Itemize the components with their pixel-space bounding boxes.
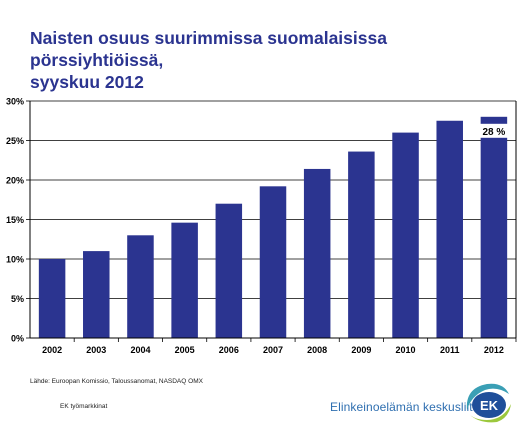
brand-name: Elinkeinoelämän keskusliitto (330, 400, 483, 414)
bar-2002 (38, 259, 66, 338)
annotation-box (479, 123, 509, 138)
x-tick-label: 2011 (440, 345, 460, 355)
chart-title-line-2: syyskuu 2012 (30, 72, 144, 92)
bar-2004 (127, 235, 154, 338)
bar-2003 (83, 251, 110, 338)
x-tick-label: 2012 (484, 345, 504, 355)
x-tick-label: 2003 (86, 345, 106, 355)
y-axis: 0% 5% 10% 15% 20% 25% 30% (6, 97, 517, 344)
y-tick-label: 5% (11, 294, 24, 304)
x-tick-label: 2010 (396, 345, 416, 355)
x-tick-label: 2004 (130, 345, 150, 355)
chart-title: Naisten osuus suurimmissa suomalaisissa … (30, 27, 510, 93)
x-axis: 2002 2003 2004 2005 2006 2007 2008 2009 2010 2011… (30, 337, 517, 355)
x-tick-label: 2005 (175, 345, 195, 355)
y-tick-label: 20% (6, 176, 24, 186)
x-tick-label: 2002 (42, 345, 62, 355)
y-tick-label: 10% (6, 255, 24, 265)
x-tick-label: 2006 (219, 345, 239, 355)
y-tick-label: 25% (6, 136, 24, 146)
chart-title-line-1: Naisten osuus suurimmissa suomalaisissa … (30, 28, 387, 70)
x-tick-label: 2009 (351, 345, 371, 355)
bar-2008 (303, 168, 331, 338)
y-tick-label: 15% (6, 215, 24, 225)
credit-note: EK työmarkkinat (60, 403, 108, 410)
bar-2007 (259, 186, 287, 338)
bar-2010 (392, 132, 419, 338)
ek-logo-icon: EK (466, 383, 511, 423)
y-tick-label: 0% (11, 334, 24, 344)
bar-2009 (348, 151, 375, 338)
bars (38, 116, 508, 338)
x-tick-label: 2007 (263, 345, 283, 355)
x-tick-label: 2008 (307, 345, 327, 355)
bar-2012 (480, 116, 508, 338)
bar-2005 (171, 222, 198, 338)
source-note: Lähde: Euroopan Komissio, Taloussanomat,… (30, 378, 203, 385)
bar-data-label: 28 % (483, 127, 506, 138)
y-tick-label: 30% (6, 97, 24, 107)
annotation: 28 % (479, 123, 509, 138)
bar-2011 (436, 120, 463, 338)
logo-text: EK (480, 398, 499, 413)
bar-2006 (215, 203, 243, 338)
